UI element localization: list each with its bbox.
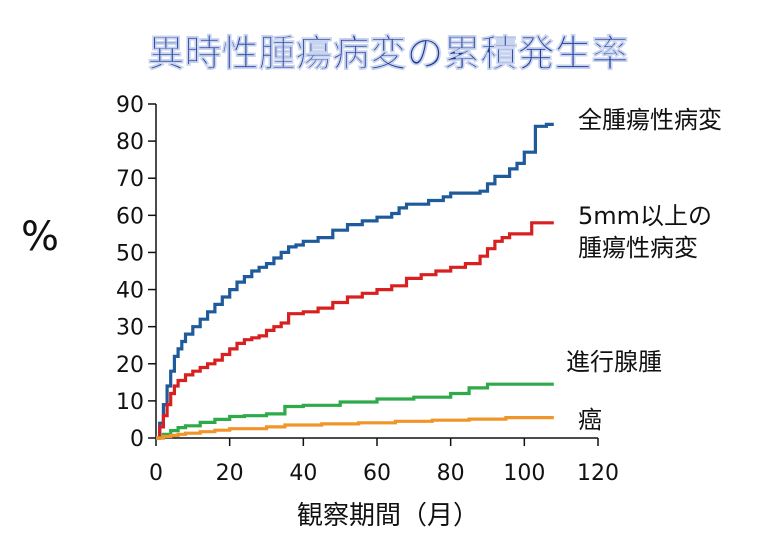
series-line-1 bbox=[156, 122, 554, 440]
series-label-1: 全腫瘍性病変 bbox=[578, 106, 722, 134]
y-tick-label: 60 bbox=[116, 204, 144, 229]
series-label-3: 進行腺腫 bbox=[566, 348, 662, 376]
x-tick-label: 40 bbox=[289, 461, 317, 486]
y-tick-label: 20 bbox=[116, 353, 144, 378]
x-tick-label: 0 bbox=[149, 461, 163, 486]
y-axis-label: % bbox=[21, 214, 59, 260]
series-line-4 bbox=[156, 416, 554, 440]
x-tick-label: 120 bbox=[577, 461, 619, 486]
y-tick-label: 30 bbox=[116, 316, 144, 341]
x-tick-label: 80 bbox=[437, 461, 465, 486]
series-label-4: 癌 bbox=[578, 406, 602, 434]
series-line-3 bbox=[156, 382, 554, 440]
x-tick-label: 100 bbox=[503, 461, 545, 486]
series-line-2 bbox=[156, 221, 554, 440]
x-tick-label: 60 bbox=[363, 461, 391, 486]
x-axis-label: 観察期間（月） bbox=[297, 501, 479, 531]
series-label-2: 腫瘍性病変 bbox=[578, 234, 698, 262]
y-ticks: 0 10 20 30 40 50 60 70 80 90 bbox=[116, 93, 156, 452]
series-lines bbox=[156, 122, 554, 440]
y-tick-label: 40 bbox=[116, 279, 144, 304]
y-tick-label: 0 bbox=[130, 427, 144, 452]
y-tick-label: 90 bbox=[116, 93, 144, 118]
x-ticks: 0 20 40 60 80 100 120 bbox=[149, 438, 619, 486]
y-tick-label: 80 bbox=[116, 130, 144, 155]
x-tick-label: 20 bbox=[216, 461, 244, 486]
series-label-2: 5mm以上の bbox=[578, 202, 712, 230]
chart-title: 異時性腫瘍病変の累積発生率 bbox=[148, 32, 629, 75]
y-tick-label: 50 bbox=[116, 241, 144, 266]
y-tick-label: 10 bbox=[116, 390, 144, 415]
y-tick-label: 70 bbox=[116, 167, 144, 192]
axes bbox=[155, 104, 598, 439]
